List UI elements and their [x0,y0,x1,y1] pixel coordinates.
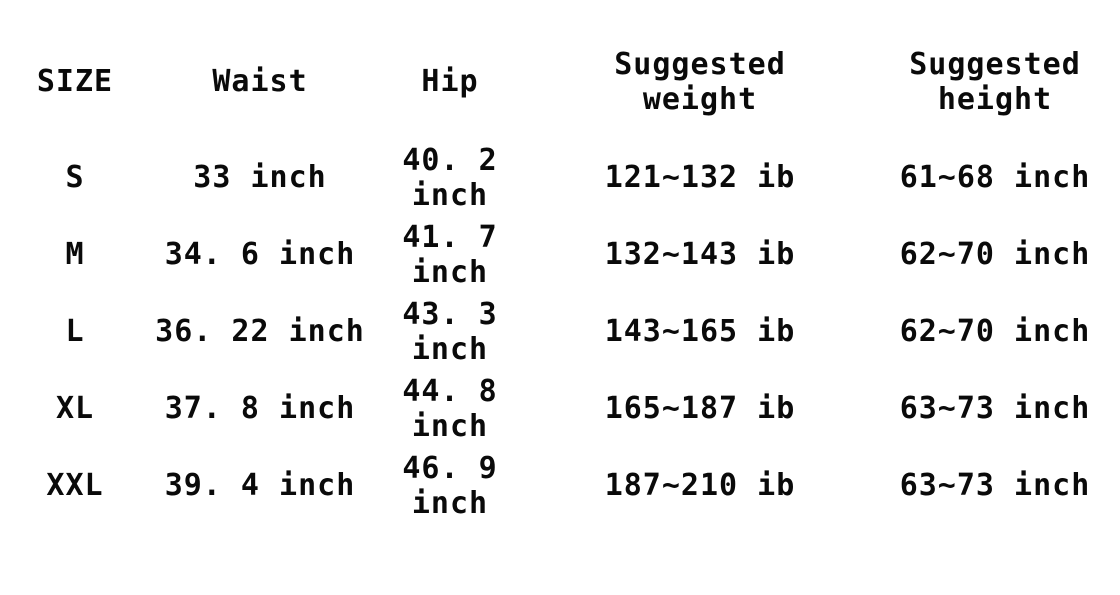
hip-cell: 41. 7 inch [402,220,498,290]
weight-cell: 121~132 ib [604,160,796,196]
size-cell: L [65,314,85,350]
weight-cell: 165~187 ib [604,391,796,427]
hip-cell: 40. 2 inch [402,143,498,213]
size-chart-table: SIZE Waist Hip Suggested weight Suggeste… [0,25,1120,525]
height-cell: 63~73 inch [899,391,1091,427]
column-header-waist: Waist [212,64,308,100]
size-cell: S [65,160,85,196]
waist-cell: 36. 22 inch [155,314,365,350]
table-row-xxl: XXL 39. 4 inch 46. 9 inch 187~210 ib 63~… [0,448,1120,525]
weight-cell: 187~210 ib [604,468,796,504]
size-cell: M [65,237,85,273]
waist-cell: 37. 8 inch [164,391,356,427]
table-row-xl: XL 37. 8 inch 44. 8 inch 165~187 ib 63~7… [0,371,1120,448]
table-row-m: M 34. 6 inch 41. 7 inch 132~143 ib 62~70… [0,217,1120,294]
height-cell: 61~68 inch [899,160,1091,196]
weight-cell: 143~165 ib [604,314,796,350]
height-cell: 62~70 inch [899,237,1091,273]
height-cell: 63~73 inch [899,468,1091,504]
waist-cell: 34. 6 inch [164,237,356,273]
column-header-suggested-height: Suggested height [909,47,1081,117]
hip-cell: 46. 9 inch [402,451,498,521]
hip-cell: 44. 8 inch [402,374,498,444]
hip-cell: 43. 3 inch [402,297,498,367]
height-cell: 62~70 inch [899,314,1091,350]
table-row-s: S 33 inch 40. 2 inch 121~132 ib 61~68 in… [0,140,1120,217]
column-header-hip: Hip [421,64,479,100]
size-cell: XL [55,391,95,427]
header-row: SIZE Waist Hip Suggested weight Suggeste… [0,25,1120,140]
waist-cell: 33 inch [193,160,327,196]
column-header-suggested-weight: Suggested weight [614,47,786,117]
table-header: SIZE Waist Hip Suggested weight Suggeste… [0,25,1120,140]
column-header-size: SIZE [36,64,114,100]
waist-cell: 39. 4 inch [164,468,356,504]
table-body: S 33 inch 40. 2 inch 121~132 ib 61~68 in… [0,140,1120,525]
size-cell: XXL [46,468,104,504]
table-row-l: L 36. 22 inch 43. 3 inch 143~165 ib 62~7… [0,294,1120,371]
weight-cell: 132~143 ib [604,237,796,273]
